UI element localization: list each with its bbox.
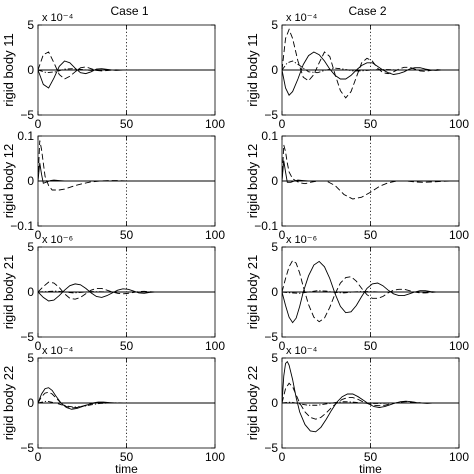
- x-tick-label: 100: [205, 228, 225, 242]
- x-tick-label: 0: [35, 117, 42, 131]
- x-tick-label: 0: [279, 117, 286, 131]
- series-dashed: [282, 28, 459, 99]
- x-tick-label: 100: [449, 228, 469, 242]
- y-exponent-label: x 10⁻⁶: [42, 234, 73, 246]
- y-tick-label: −5: [264, 108, 278, 122]
- y-tick-label: 0.1: [17, 129, 34, 143]
- x-tick-label: 100: [205, 339, 225, 353]
- y-tick-label: −5: [264, 441, 278, 455]
- y-tick-label: −0.1: [254, 219, 278, 233]
- series-dashed: [38, 281, 215, 300]
- y-exponent-label: x 10⁻⁶: [286, 234, 317, 246]
- x-tick-label: 0: [35, 339, 42, 353]
- x-tick-label: 100: [205, 117, 225, 131]
- x-tick-label: 50: [364, 339, 378, 353]
- series-dashdot: [282, 60, 459, 74]
- series-dashed: [282, 144, 459, 200]
- x-tick-label: 50: [120, 450, 134, 464]
- y-tick-label: 0: [27, 396, 34, 410]
- x-tick-label: 0: [279, 339, 286, 353]
- y-tick-label: 0: [271, 63, 278, 77]
- y-exponent-label: x 10⁻⁴: [42, 12, 74, 24]
- x-tick-label: 50: [120, 339, 134, 353]
- series-dashdot: [38, 68, 215, 74]
- series-solid: [282, 260, 459, 324]
- x-tick-label: 0: [35, 450, 42, 464]
- y-tick-label: 5: [271, 240, 278, 254]
- x-tick-label: 0: [279, 450, 286, 464]
- y-tick-label: −0.1: [10, 219, 34, 233]
- y-tick-label: 0: [271, 285, 278, 299]
- x-axis-label: time: [359, 462, 382, 474]
- series-dashed: [38, 391, 215, 409]
- column-title: Case 2: [348, 4, 386, 18]
- y-axis-label: rigid body 12: [1, 144, 16, 218]
- x-axis-label: time: [115, 462, 138, 474]
- y-tick-label: 0: [27, 285, 34, 299]
- x-tick-label: 100: [205, 450, 225, 464]
- x-tick-label: 50: [120, 117, 134, 131]
- series-dashdot: [282, 401, 459, 406]
- y-axis-label: rigid body 22: [245, 366, 260, 440]
- y-tick-label: 0.1: [261, 129, 278, 143]
- y-tick-label: 0: [27, 63, 34, 77]
- y-exponent-label: x 10⁻⁴: [42, 345, 74, 357]
- y-tick-label: 5: [27, 240, 34, 254]
- y-tick-label: 5: [27, 351, 34, 365]
- y-tick-label: 5: [271, 18, 278, 32]
- series-dashdot: [38, 400, 215, 408]
- y-axis-label: rigid body 22: [1, 366, 16, 440]
- y-axis-label: rigid body 12: [245, 144, 260, 218]
- y-tick-label: −5: [20, 108, 34, 122]
- y-tick-label: −5: [20, 441, 34, 455]
- x-tick-label: 0: [279, 228, 286, 242]
- x-tick-label: 0: [35, 228, 42, 242]
- y-tick-label: 5: [27, 18, 34, 32]
- x-tick-label: 100: [449, 339, 469, 353]
- y-axis-label: rigid body 11: [1, 33, 16, 106]
- y-axis-label: rigid body 21: [1, 255, 16, 329]
- x-tick-label: 50: [364, 117, 378, 131]
- x-tick-label: 50: [120, 228, 134, 242]
- x-tick-label: 100: [449, 450, 469, 464]
- y-tick-label: 0: [27, 174, 34, 188]
- y-exponent-label: x 10⁻⁴: [286, 12, 318, 24]
- series-solid: [38, 283, 215, 302]
- series-dashdot: [282, 290, 459, 294]
- y-exponent-label: x 10⁻⁴: [286, 345, 318, 357]
- y-tick-label: −5: [264, 330, 278, 344]
- series-dashed: [38, 140, 215, 191]
- y-tick-label: 0: [271, 396, 278, 410]
- y-tick-label: 0: [271, 174, 278, 188]
- y-tick-label: 5: [271, 351, 278, 365]
- x-tick-label: 100: [449, 117, 469, 131]
- y-axis-label: rigid body 21: [245, 255, 260, 329]
- column-title: Case 1: [110, 4, 148, 18]
- y-tick-label: −5: [20, 330, 34, 344]
- x-tick-label: 50: [364, 450, 378, 464]
- y-axis-label: rigid body 11: [245, 33, 260, 106]
- series-solid: [282, 51, 459, 96]
- x-tick-label: 50: [364, 228, 378, 242]
